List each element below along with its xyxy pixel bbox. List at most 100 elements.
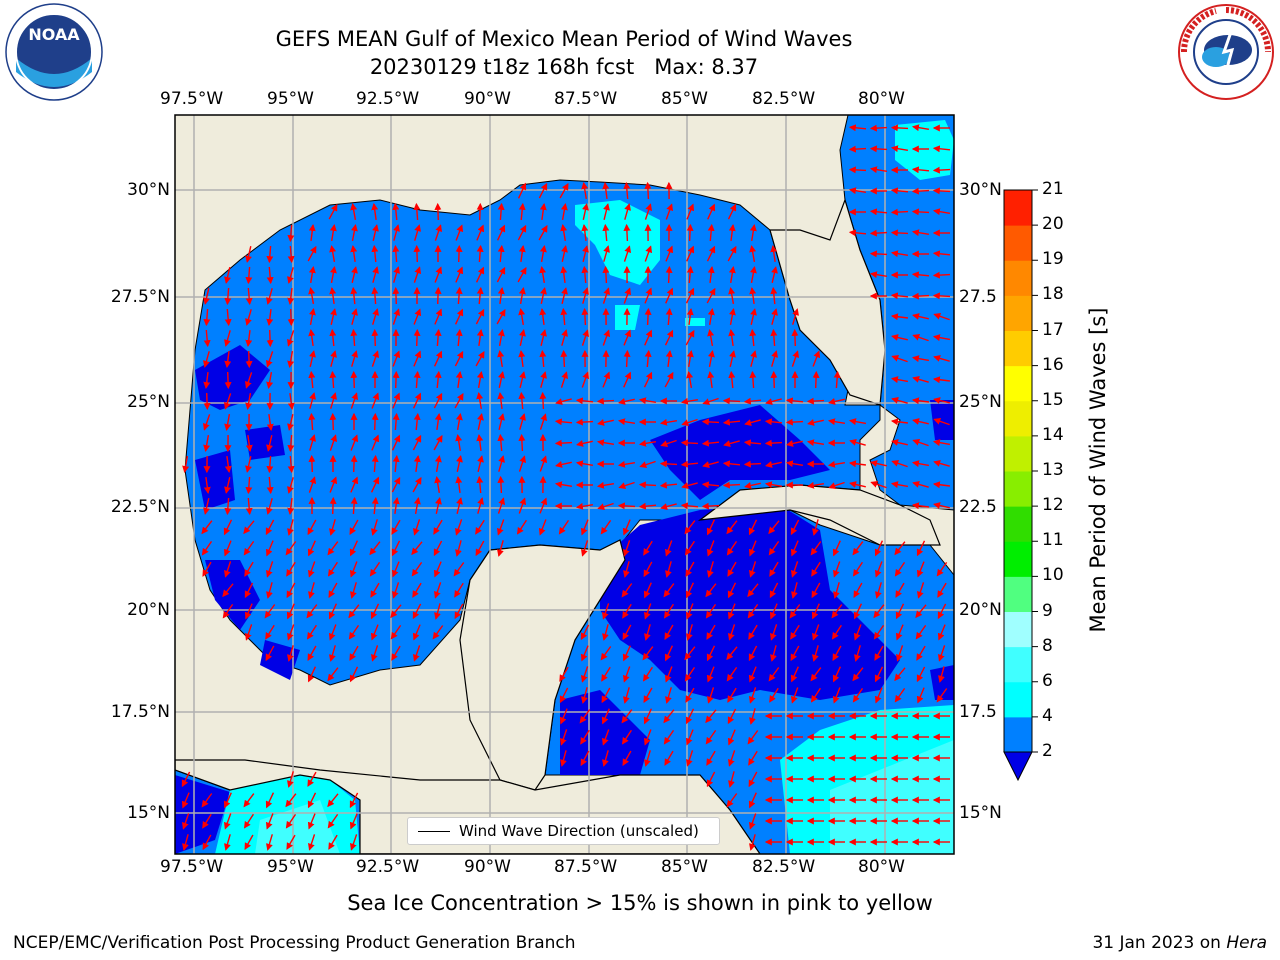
wind-wave-arrow	[266, 245, 274, 264]
wind-wave-arrow	[811, 561, 821, 577]
wind-wave-arrow	[203, 498, 210, 515]
wind-wave-arrow	[769, 603, 778, 620]
wind-wave-arrow	[743, 460, 762, 468]
wind-wave-arrow	[790, 624, 800, 640]
wind-wave-arrow	[413, 308, 422, 325]
wind-wave-arrow	[349, 645, 359, 661]
wind-wave-arrow	[434, 454, 442, 473]
wind-wave-arrow	[728, 370, 736, 389]
wind-wave-arrow	[916, 666, 926, 683]
wind-wave-arrow	[727, 203, 737, 220]
yucatan-peninsula	[459, 539, 626, 791]
wind-wave-arrow	[392, 202, 400, 221]
lon-label-top: 90°W	[464, 89, 511, 109]
wind-wave-arrow	[936, 561, 948, 577]
wind-wave-arrow	[600, 646, 612, 661]
wind-wave-arrow	[391, 645, 401, 661]
wind-wave-arrow	[285, 814, 297, 829]
wind-wave-arrow	[665, 561, 672, 578]
wind-wave-arrow	[869, 166, 888, 174]
wind-wave-arrow	[182, 455, 190, 474]
wind-wave-arrow	[287, 350, 295, 369]
wind-wave-arrow	[932, 439, 951, 447]
wind-wave-arrow	[223, 393, 232, 410]
wind-wave-arrow	[743, 439, 762, 447]
wind-wave-arrow	[602, 265, 610, 284]
wind-wave-arrow	[330, 350, 337, 367]
wind-wave-arrow	[932, 334, 951, 342]
wind-wave-arrow	[391, 582, 400, 599]
wind-wave-arrow	[265, 519, 275, 536]
map-legend: Wind Wave Direction (unscaled)	[407, 817, 720, 845]
wind-wave-arrow	[853, 603, 863, 620]
wind-wave-arrow	[369, 562, 381, 577]
wind-wave-arrow	[722, 418, 741, 426]
wind-wave-arrow	[764, 439, 783, 447]
wind-wave-arrow	[350, 202, 358, 221]
wind-wave-arrow	[392, 244, 400, 263]
wind-wave-arrow	[621, 729, 632, 745]
wind-wave-arrow	[582, 287, 589, 304]
wind-wave-arrow	[518, 433, 526, 452]
wind-wave-arrow	[748, 645, 758, 662]
wind-wave-arrow	[894, 562, 906, 577]
wind-wave-arrow	[685, 603, 694, 620]
wind-wave-arrow	[603, 203, 610, 220]
wind-wave-arrow	[932, 250, 951, 258]
wind-wave-arrow	[932, 376, 950, 384]
lat-label-right: 22.5	[959, 497, 997, 517]
wind-wave-arrow	[659, 460, 678, 468]
wind-wave-arrow	[894, 687, 906, 703]
wind-wave-arrow	[328, 624, 337, 641]
colorbar-tick-label: 17	[1042, 319, 1064, 340]
wind-wave-arrow	[701, 481, 720, 489]
wind-wave-arrow	[726, 520, 738, 535]
footer-host: Hera	[1226, 933, 1267, 953]
lat-label-left: 15°N	[127, 803, 170, 823]
wind-wave-arrow	[350, 582, 357, 599]
wind-wave-arrow	[895, 582, 905, 598]
wind-wave-arrow	[832, 687, 841, 704]
wind-wave-arrow	[477, 413, 484, 430]
lon-label-top: 95°W	[267, 89, 314, 109]
wind-wave-arrow	[916, 687, 925, 704]
nws-logo-icon	[1178, 4, 1274, 100]
footer-credit: NCEP/EMC/Verification Post Processing Pr…	[13, 933, 576, 953]
wind-wave-arrow	[433, 582, 442, 599]
wind-wave-arrow	[891, 439, 908, 446]
wind-wave-arrow	[454, 392, 464, 409]
wind-wave-arrow	[768, 667, 780, 682]
wind-wave-arrow	[749, 265, 757, 284]
wind-wave-arrow	[264, 604, 276, 619]
wind-wave-arrow	[411, 561, 423, 577]
wind-wave-arrow	[623, 287, 632, 304]
wind-wave-arrow	[497, 202, 505, 221]
wind-wave-arrow	[706, 687, 715, 704]
wind-wave-arrow	[392, 286, 400, 305]
wind-wave-arrow	[453, 562, 465, 577]
wind-wave-arrow	[329, 412, 337, 431]
wind-wave-arrow	[748, 792, 757, 809]
wind-wave-arrow	[580, 540, 589, 557]
wind-wave-arrow	[706, 771, 716, 788]
wind-wave-arrow	[852, 667, 864, 682]
wind-wave-arrow	[330, 392, 337, 409]
wind-wave-arrow	[848, 229, 867, 237]
lat-label-left: 17.5°N	[110, 702, 170, 722]
wind-wave-arrow	[558, 520, 570, 535]
lat-label-right: 27.5	[959, 287, 997, 307]
lon-label-top: 80°W	[858, 89, 905, 109]
wind-wave-arrow	[327, 813, 339, 829]
wind-wave-arrow	[891, 397, 908, 404]
wind-wave-arrow	[287, 645, 294, 662]
map-frame	[174, 114, 955, 855]
wind-wave-arrow	[518, 349, 526, 367]
lon-label-bottom: 80°W	[858, 857, 905, 877]
wind-wave-arrow	[517, 266, 527, 283]
wind-wave-arrow	[328, 582, 338, 599]
wind-wave-arrow	[665, 349, 673, 367]
wind-wave-arrow	[559, 182, 569, 199]
wind-wave-arrow	[203, 434, 211, 453]
wind-wave-arrow	[245, 287, 253, 306]
wind-wave-arrow	[828, 398, 845, 405]
